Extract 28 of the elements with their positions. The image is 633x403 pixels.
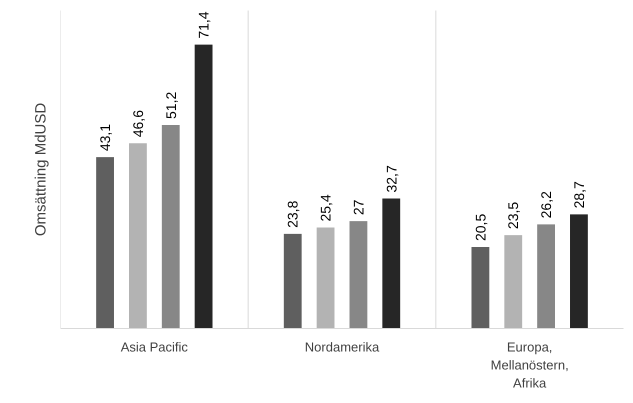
bar [537,224,555,328]
bar [471,247,490,328]
data-label: 25,4 [318,194,334,222]
bar [504,235,522,328]
data-label: 71,4 [196,11,212,39]
data-label: 23,5 [505,202,522,230]
bar [194,44,213,328]
bar [316,228,334,328]
bar [129,143,147,328]
data-label: 28,7 [570,180,587,208]
x-tick-label: Asia Pacific [120,340,188,354]
data-label: 32,7 [383,165,400,193]
bar [162,124,180,328]
data-label: 26,2 [538,190,554,218]
x-tick-label: Nordamerika [304,340,380,354]
data-label: 51,2 [162,92,179,119]
bar [350,221,368,328]
data-label: 46,6 [130,110,146,138]
data-label: 43,1 [97,124,114,152]
bar [382,198,400,328]
y-axis-title: Omsättning MdUSD [32,102,50,236]
x-tick-label: Europa, Mellanöstern, Afrika [490,340,569,390]
bar [96,157,114,328]
bar [284,234,302,328]
data-label: 27 [350,199,366,216]
bar [570,214,588,328]
data-label: 23,8 [284,200,301,228]
data-label: 20,5 [472,214,488,242]
